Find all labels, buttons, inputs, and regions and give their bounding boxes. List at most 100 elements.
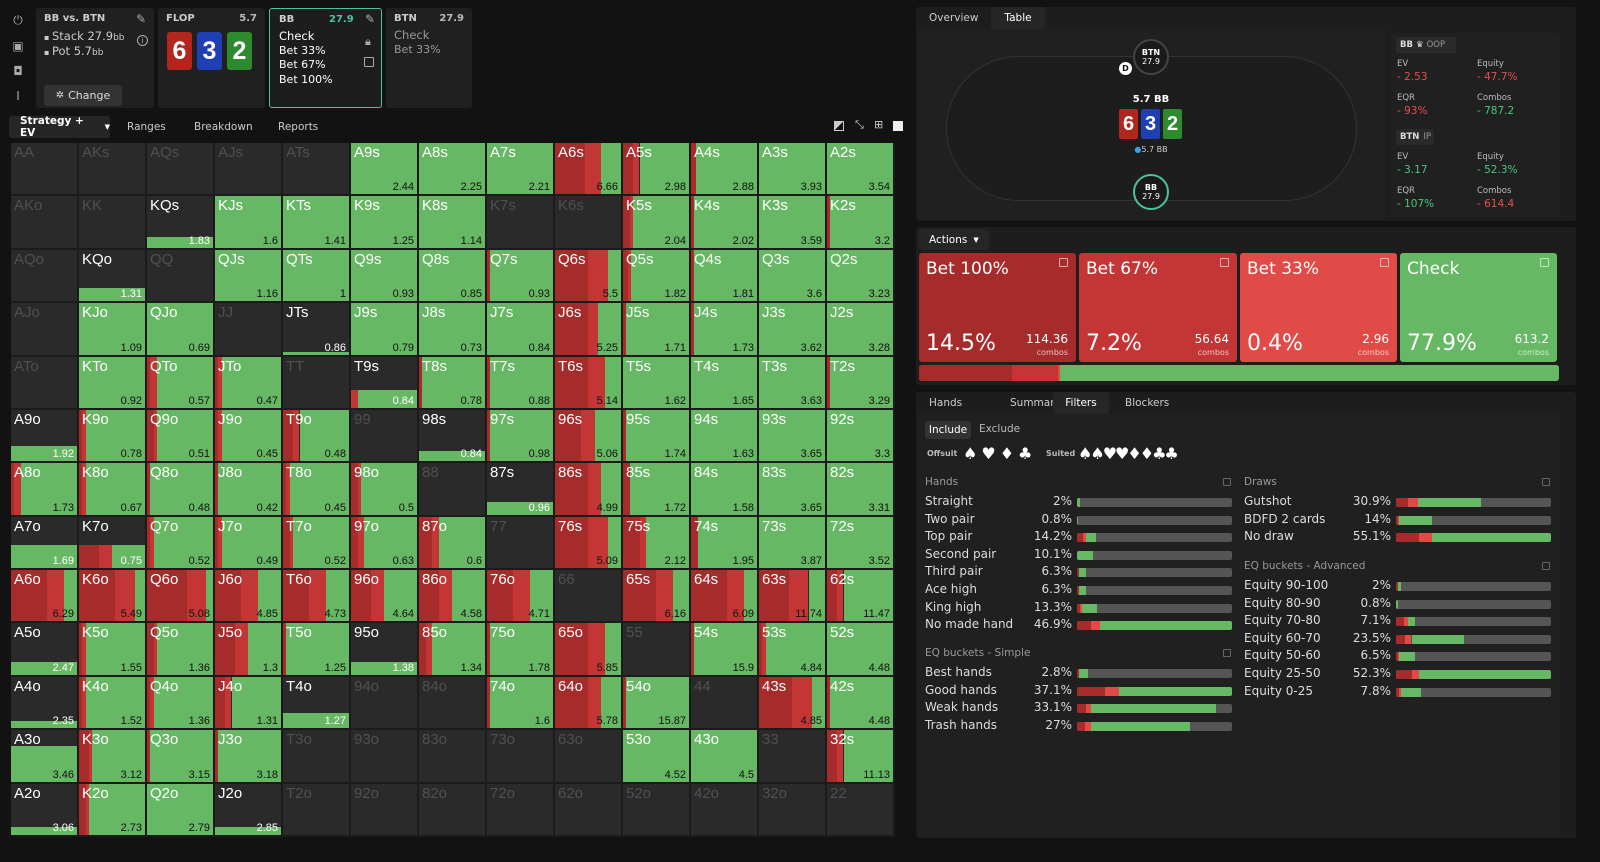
hand-cell[interactable]: 82o (419, 783, 487, 837)
hand-cell[interactable]: 95s 1.74 (623, 409, 691, 464)
text-cursor-icon[interactable]: Ⅰ (16, 88, 20, 103)
hand-cell[interactable]: Q2s 3.23 (827, 249, 895, 304)
hand-cell[interactable]: 85s 1.72 (623, 463, 691, 517)
filter-row-label[interactable]: Equity 80-90 (1244, 595, 1321, 610)
btn-action-bet33[interactable]: Bet 33% (394, 42, 441, 56)
expand-icon[interactable] (1540, 258, 1549, 267)
hand-cell[interactable]: Q7s 0.93 (487, 249, 555, 304)
hand-cell[interactable]: T2s 3.29 (827, 356, 895, 410)
hand-cell[interactable]: JTo 0.47 (215, 356, 283, 410)
bb-action-check[interactable]: Check (279, 29, 315, 43)
hand-cell[interactable]: K3s 3.59 (759, 196, 827, 250)
tab-filters[interactable]: Filters (1053, 392, 1109, 414)
hand-cell[interactable]: 76o 4.71 (487, 570, 555, 624)
hand-cell[interactable]: 94o (351, 676, 419, 731)
spade-pair-icon[interactable]: ♠♠ (1078, 444, 1105, 463)
hand-cell[interactable]: 84s 1.58 (691, 463, 759, 517)
hand-cell[interactable]: AJo (11, 303, 79, 357)
filter-row-label[interactable]: Equity 50-60 (1244, 648, 1321, 663)
hand-cell[interactable]: 53s 4.84 (759, 623, 827, 677)
hand-cell[interactable]: KQo 1.31 (79, 249, 147, 304)
filter-row-label[interactable]: Ace high (925, 582, 977, 596)
hand-cell[interactable]: QTs 1 (283, 249, 351, 304)
hand-cell[interactable]: 73s 3.87 (759, 516, 827, 571)
hand-cell[interactable]: T8o 0.45 (283, 463, 351, 517)
hand-cell[interactable]: J3o 3.18 (215, 730, 283, 784)
hand-cell[interactable]: A7s 2.21 (487, 143, 555, 197)
hand-cell[interactable]: T9s 0.84 (351, 356, 419, 410)
bb-seat[interactable]: BB 27.9 (1133, 174, 1169, 210)
hand-cell[interactable]: JTs 0.86 (283, 303, 351, 357)
hand-cell[interactable]: 63o (555, 730, 623, 784)
hand-cell[interactable]: 72s 3.52 (827, 516, 895, 571)
hand-cell[interactable]: QJo 0.69 (147, 303, 215, 357)
hand-cell[interactable]: J5s 1.71 (623, 303, 691, 357)
section-menu-icon[interactable] (1223, 649, 1231, 657)
hand-cell[interactable]: A6s 6.66 (555, 143, 623, 197)
hand-cell[interactable]: K6s (555, 196, 623, 250)
hand-cell[interactable]: A3o 3.46 (11, 730, 79, 784)
hand-cell[interactable]: 52s 4.48 (827, 623, 895, 677)
tab-breakdown[interactable]: Breakdown (194, 121, 253, 133)
hand-cell[interactable]: T2o (283, 783, 351, 837)
hand-cell[interactable]: K7o 0.75 (79, 516, 147, 571)
hand-cell[interactable]: 98s 0.84 (419, 409, 487, 464)
hand-cell[interactable]: J7s 0.84 (487, 303, 555, 357)
hand-cell[interactable]: A8s 2.25 (419, 143, 487, 197)
diamond-icon[interactable]: ♦ (999, 444, 1019, 463)
hand-cell[interactable]: 63s 11.74 (759, 570, 827, 624)
hand-cell[interactable]: 53o 4.52 (623, 730, 691, 784)
filter-row-label[interactable]: Trash hands (925, 717, 997, 732)
filter-row-label[interactable]: Equity 25-50 (1244, 666, 1321, 680)
hand-cell[interactable]: A7o 1.69 (11, 516, 79, 571)
hand-cell[interactable]: KJs 1.6 (215, 196, 283, 250)
hand-cell[interactable]: J8o 0.42 (215, 463, 283, 517)
hand-cell[interactable]: J3s 3.62 (759, 303, 827, 357)
hand-cell[interactable]: A9s 2.44 (351, 143, 419, 197)
hand-cell[interactable]: Q6o 5.08 (147, 570, 215, 624)
hand-cell[interactable]: T7s 0.88 (487, 356, 555, 410)
hand-cell[interactable]: K3o 3.12 (79, 730, 147, 784)
hand-cell[interactable]: 42s 4.48 (827, 676, 895, 731)
action-card-check[interactable]: Check 77.9% 613.2 combos (1400, 253, 1557, 362)
btn-node-panel[interactable]: BTN 27.9 Check Bet 33% (386, 8, 472, 108)
hand-cell[interactable]: AA (11, 143, 79, 197)
hand-cell[interactable]: 43s 4.85 (759, 676, 827, 731)
hand-cell[interactable]: 74o 1.6 (487, 676, 555, 731)
hand-cell[interactable]: J6o 4.85 (215, 570, 283, 624)
filter-row-label[interactable]: Good hands (925, 682, 997, 697)
hand-cell[interactable]: Q9o 0.51 (147, 409, 215, 464)
hand-cell[interactable]: 86s 4.99 (555, 463, 623, 517)
hand-cell[interactable]: J9o 0.45 (215, 409, 283, 464)
gamepad-icon[interactable]: ◘ (13, 63, 23, 78)
hand-cell[interactable]: K2s 3.2 (827, 196, 895, 250)
hand-cell[interactable]: K2o 2.73 (79, 783, 147, 837)
hand-cell[interactable]: Q4o 1.36 (147, 676, 215, 731)
expand-icon[interactable] (1220, 258, 1229, 267)
hand-cell[interactable]: K4s 2.02 (691, 196, 759, 250)
hand-cell[interactable]: T7o 0.52 (283, 516, 351, 571)
hand-cell[interactable]: 43o 4.5 (691, 730, 759, 784)
action-card-bet100[interactable]: Bet 100% 14.5% 114.36 combos (919, 253, 1076, 362)
club-icon[interactable]: ♣ (1018, 444, 1037, 463)
hand-cell[interactable]: AJs (215, 143, 283, 197)
action-card-bet67[interactable]: Bet 67% 7.2% 56.64 combos (1079, 253, 1237, 362)
hand-cell[interactable]: J8s 0.73 (419, 303, 487, 357)
hand-cell[interactable]: Q2o 2.79 (147, 783, 215, 837)
hand-cell[interactable]: T5o 1.25 (283, 623, 351, 677)
contrast-icon[interactable] (834, 121, 844, 131)
hand-cell[interactable]: T9o 0.48 (283, 409, 351, 464)
hand-cell[interactable]: T4o 1.27 (283, 676, 351, 731)
hand-cell[interactable]: QQ (147, 249, 215, 304)
bb-node-panel[interactable]: BB 27.9 Check Bet 33% Bet 67% Bet 100% (269, 8, 382, 108)
hand-cell[interactable]: T8s 0.78 (419, 356, 487, 410)
btn-seat[interactable]: BTN 27.9 (1133, 39, 1169, 75)
hand-cell[interactable]: KJo 1.09 (79, 303, 147, 357)
hand-cell[interactable]: 44 (691, 676, 759, 731)
hand-cell[interactable]: A3s 3.93 (759, 143, 827, 197)
bb-action-bet100[interactable]: Bet 100% (279, 72, 333, 86)
grid-icon[interactable]: ⊞ (874, 118, 884, 131)
filter-row-label[interactable]: Equity 90-100 (1244, 578, 1329, 592)
hand-cell[interactable]: Q8o 0.48 (147, 463, 215, 517)
heart-pair-icon[interactable]: ♥♥ (1102, 444, 1130, 463)
